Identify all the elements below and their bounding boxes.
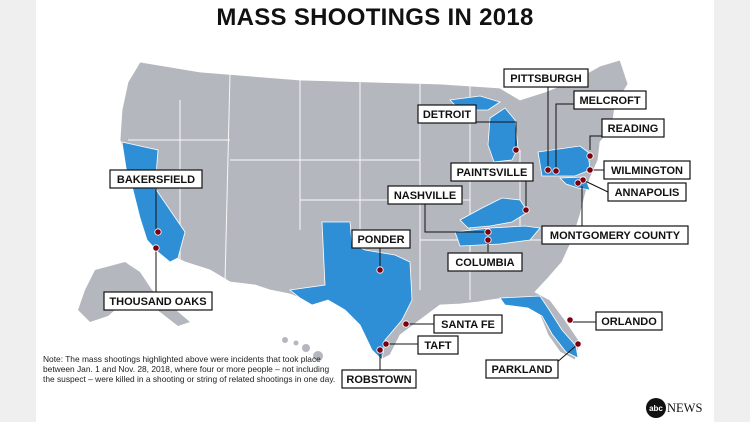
label-orlando: ORLANDO — [595, 311, 663, 331]
svg-text:WILMINGTON: WILMINGTON — [611, 165, 683, 177]
marker-ponder — [376, 266, 384, 274]
svg-text:MELCROFT: MELCROFT — [579, 95, 640, 107]
leader-lines — [155, 84, 609, 372]
left-margin-bar — [0, 0, 36, 422]
marker-santa-fe — [402, 320, 410, 328]
page-title: MASS SHOOTINGS IN 2018 — [216, 4, 534, 31]
svg-text:READING: READING — [608, 123, 659, 135]
marker-montgomery — [574, 179, 582, 187]
marker-taft — [382, 340, 390, 348]
marker-detroit — [512, 146, 520, 154]
svg-text:TAFT: TAFT — [424, 340, 452, 352]
label-paintsville: PAINTSVILLE — [450, 162, 534, 182]
state-florida — [499, 295, 579, 359]
label-taft: TAFT — [417, 335, 459, 355]
marker-columbia — [484, 236, 492, 244]
marker-pittsburgh — [544, 166, 552, 174]
abc-logo-icon: abc — [646, 398, 666, 418]
svg-text:SANTA FE: SANTA FE — [441, 319, 495, 331]
city-labels: PITTSBURGH MELCROFT READING WILMINGTON A… — [103, 68, 691, 389]
marker-thousand-oaks — [152, 244, 160, 252]
svg-text:THOUSAND OAKS: THOUSAND OAKS — [109, 296, 206, 308]
svg-text:DETROIT: DETROIT — [423, 109, 472, 121]
svg-text:PAINTSVILLE: PAINTSVILLE — [457, 167, 528, 179]
marker-wilmington — [586, 166, 594, 174]
label-bakersfield: BAKERSFIELD — [109, 169, 203, 189]
label-parkland: PARKLAND — [485, 359, 559, 379]
svg-text:PONDER: PONDER — [357, 234, 404, 246]
brand-wordmark: NEWS — [667, 400, 703, 415]
label-nashville: NASHVILLE — [387, 185, 463, 205]
svg-text:COLUMBIA: COLUMBIA — [455, 257, 514, 269]
svg-text:ROBSTOWN: ROBSTOWN — [346, 374, 411, 386]
svg-text:PITTSBURGH: PITTSBURGH — [510, 73, 582, 85]
label-pittsburgh: PITTSBURGH — [503, 68, 589, 88]
svg-text:ANNAPOLIS: ANNAPOLIS — [615, 187, 680, 199]
marker-melcroft — [552, 167, 560, 175]
abc-news-logo: abc NEWS — [646, 398, 702, 418]
label-ponder: PONDER — [351, 229, 411, 249]
marker-nashville — [484, 228, 492, 236]
label-reading: READING — [601, 118, 665, 138]
marker-bakersfield — [154, 228, 162, 236]
shooting-markers — [152, 146, 594, 354]
svg-text:NASHVILLE: NASHVILLE — [394, 190, 456, 202]
svg-text:PARKLAND: PARKLAND — [492, 364, 553, 376]
label-wilmington: WILMINGTON — [603, 160, 691, 180]
footnote: Note: The mass shootings highlighted abo… — [43, 354, 336, 385]
map-land-hawaii — [282, 337, 323, 361]
svg-text:BAKERSFIELD: BAKERSFIELD — [117, 174, 195, 186]
label-montgomery: MONTGOMERY COUNTY — [541, 225, 689, 245]
label-santa-fe: SANTA FE — [433, 314, 503, 334]
label-thousand-oaks: THOUSAND OAKS — [103, 291, 213, 311]
marker-paintsville — [522, 206, 530, 214]
label-annapolis: ANNAPOLIS — [607, 182, 687, 202]
state-tennessee — [454, 225, 541, 247]
label-melcroft: MELCROFT — [573, 90, 647, 110]
label-detroit: DETROIT — [417, 104, 477, 124]
label-columbia: COLUMBIA — [447, 252, 523, 272]
marker-robstown — [376, 346, 384, 354]
right-margin-bar — [714, 0, 750, 422]
marker-reading — [586, 152, 594, 160]
svg-text:MONTGOMERY COUNTY: MONTGOMERY COUNTY — [550, 230, 681, 242]
state-texas — [289, 221, 413, 361]
svg-text:ORLANDO: ORLANDO — [601, 316, 657, 328]
marker-parkland — [574, 340, 582, 348]
label-robstown: ROBSTOWN — [341, 369, 417, 389]
marker-orlando — [566, 316, 574, 324]
